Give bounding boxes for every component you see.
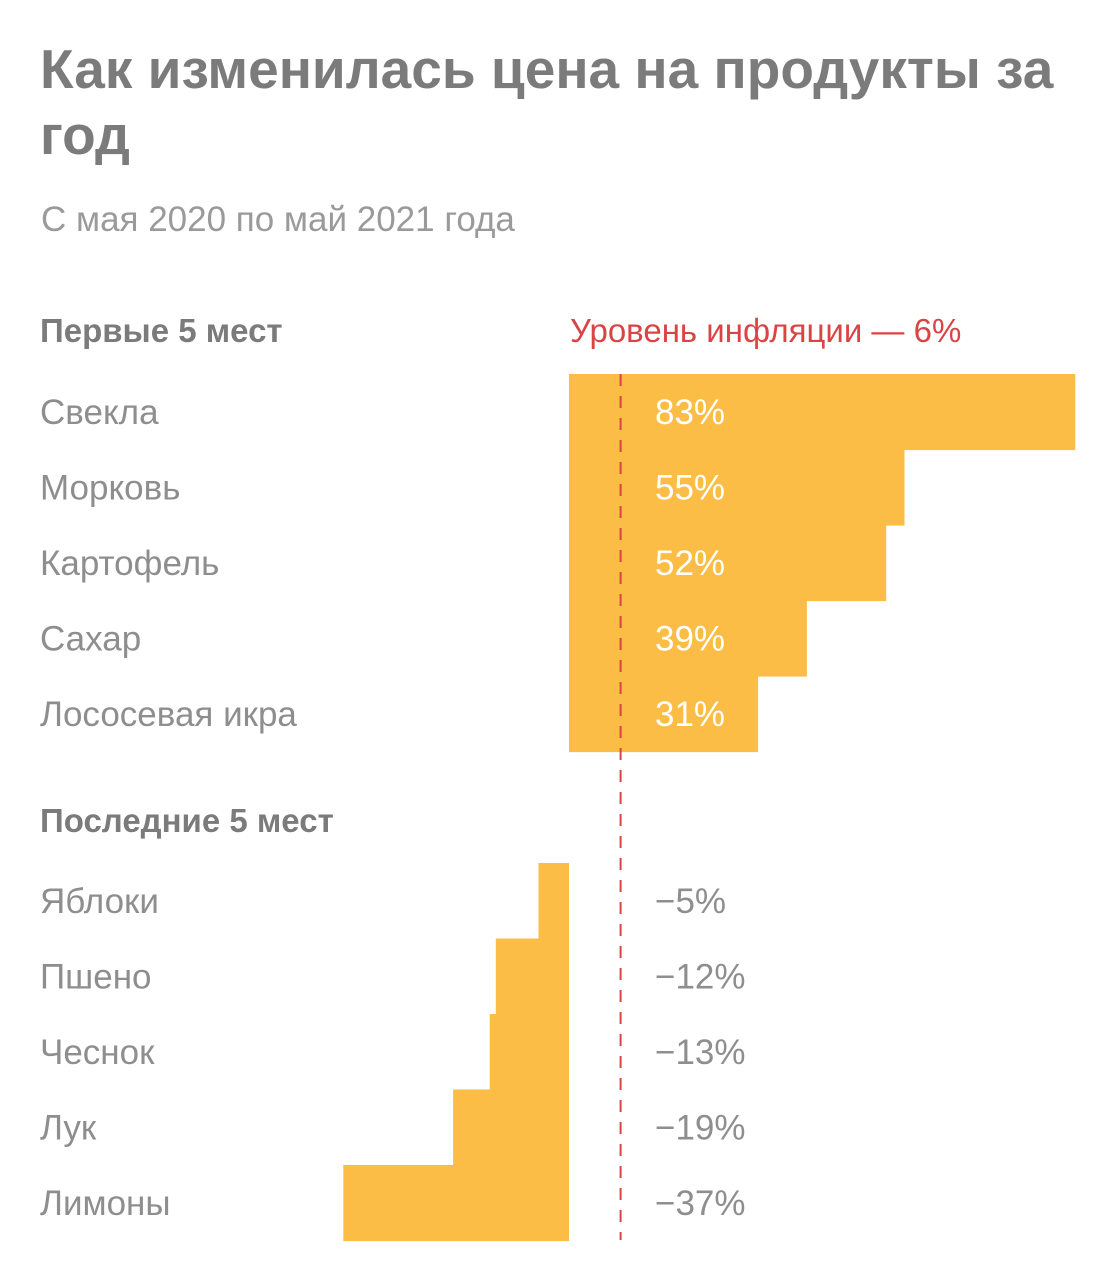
- category-label: Свекла: [40, 393, 159, 432]
- category-label: Лососевая икра: [40, 695, 297, 734]
- category-label: Лук: [40, 1108, 97, 1147]
- bars-bottom-group: Яблоки −5% Пшено −12% Чеснок −13% Лук −19% Лимон…: [40, 863, 746, 1242]
- value-label: −13%: [655, 1033, 746, 1072]
- value-label: −37%: [655, 1184, 746, 1223]
- category-label: Картофель: [40, 544, 219, 583]
- value-label: −12%: [655, 957, 746, 996]
- bar: [569, 600, 807, 677]
- bar: [569, 449, 905, 526]
- category-label: Чеснок: [40, 1033, 155, 1072]
- bar: [569, 374, 1076, 451]
- bar: [569, 676, 759, 753]
- chart-title: Как изменилась цена на продукты за год: [40, 38, 1054, 166]
- category-label: Сахар: [40, 619, 141, 658]
- bar: [569, 525, 887, 602]
- value-label: 55%: [655, 468, 725, 507]
- category-label: Пшено: [40, 957, 152, 996]
- section-title-top: Первые 5 мест: [40, 312, 283, 349]
- bar: [538, 863, 569, 940]
- bar: [489, 1014, 569, 1091]
- category-label: Яблоки: [40, 882, 159, 921]
- inflation-label: Уровень инфляции — 6%: [570, 312, 961, 349]
- bar: [495, 938, 569, 1015]
- chart-subtitle: С мая 2020 по май 2021 года: [41, 200, 515, 239]
- value-label: 83%: [655, 393, 725, 432]
- section-title-bottom: Последние 5 мест: [40, 802, 334, 839]
- category-label: Морковь: [40, 468, 180, 507]
- value-label: −5%: [655, 882, 726, 921]
- bar: [343, 1165, 569, 1242]
- value-label: −19%: [655, 1108, 746, 1147]
- bars-top-group: Свекла 83% Морковь 55% Картофель 52% Сахар 39% Л…: [40, 374, 1076, 753]
- value-label: 52%: [655, 544, 725, 583]
- bar: [453, 1089, 569, 1166]
- value-label: 31%: [655, 695, 725, 734]
- value-label: 39%: [655, 619, 725, 658]
- category-label: Лимоны: [40, 1184, 171, 1223]
